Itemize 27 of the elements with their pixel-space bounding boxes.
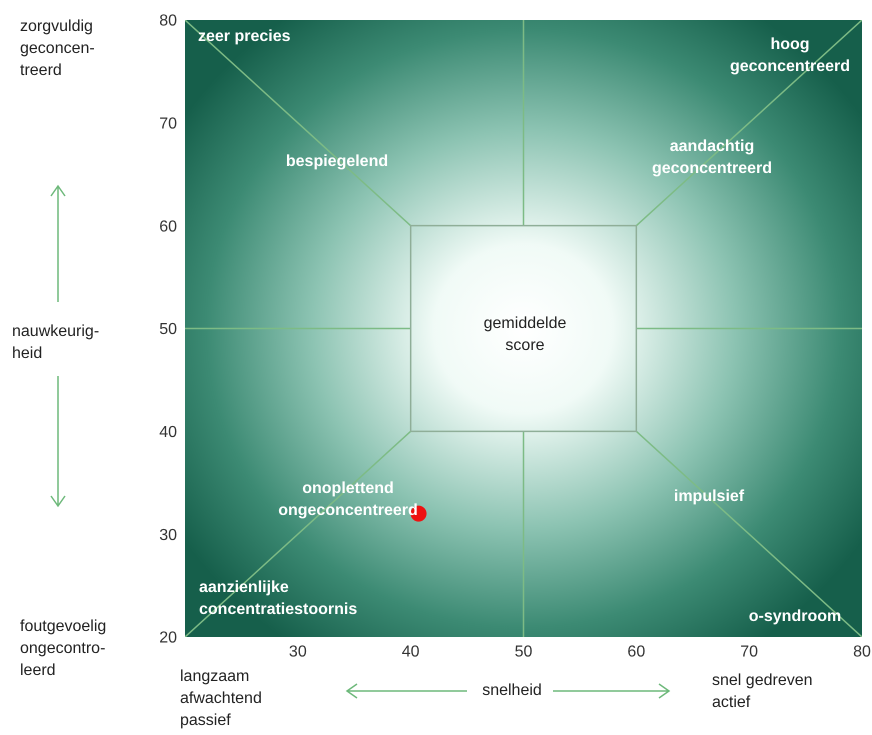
- y-tick-label: 20: [159, 630, 178, 647]
- annotation: bespiegelend: [286, 152, 388, 172]
- y-tick-label: 50: [159, 321, 178, 338]
- annotation: o-syndroom: [748, 607, 842, 627]
- text: snel gedreven actief: [712, 671, 813, 713]
- y-tick-label: 30: [159, 526, 178, 544]
- annotation: hoog geconcentreerd: [730, 35, 850, 77]
- text: foutgevoelig ongecontro- leerd: [20, 617, 106, 681]
- x-tick-label: 50: [514, 643, 532, 660]
- annotation: aanzienlijke concentratiestoornis: [199, 578, 358, 620]
- y-tick-label: 70: [159, 116, 178, 133]
- annotation: impulsief: [674, 487, 744, 507]
- x-tick-label: 30: [288, 643, 307, 660]
- y-axis-title: nauwkeurig- heid: [12, 322, 100, 364]
- y-tick-label: 60: [159, 218, 178, 236]
- y-tick-label: 80: [159, 12, 178, 30]
- text: langzaam afwachtend passief: [180, 667, 262, 731]
- annotation: aandachtig geconcentreerd: [652, 137, 772, 179]
- x-axis-title: snelheid: [481, 681, 543, 701]
- annotation: gemiddelde score: [484, 314, 566, 356]
- x-tick-label: 70: [740, 643, 758, 660]
- y-tick-label: 40: [159, 424, 178, 442]
- x-tick-label: 40: [402, 643, 420, 660]
- annotation: zeer precies: [198, 27, 291, 47]
- x-tick-label: 60: [627, 643, 646, 660]
- x-tick-label: 80: [853, 643, 871, 660]
- text: zorgvuldig geconcen- treerd: [20, 17, 95, 81]
